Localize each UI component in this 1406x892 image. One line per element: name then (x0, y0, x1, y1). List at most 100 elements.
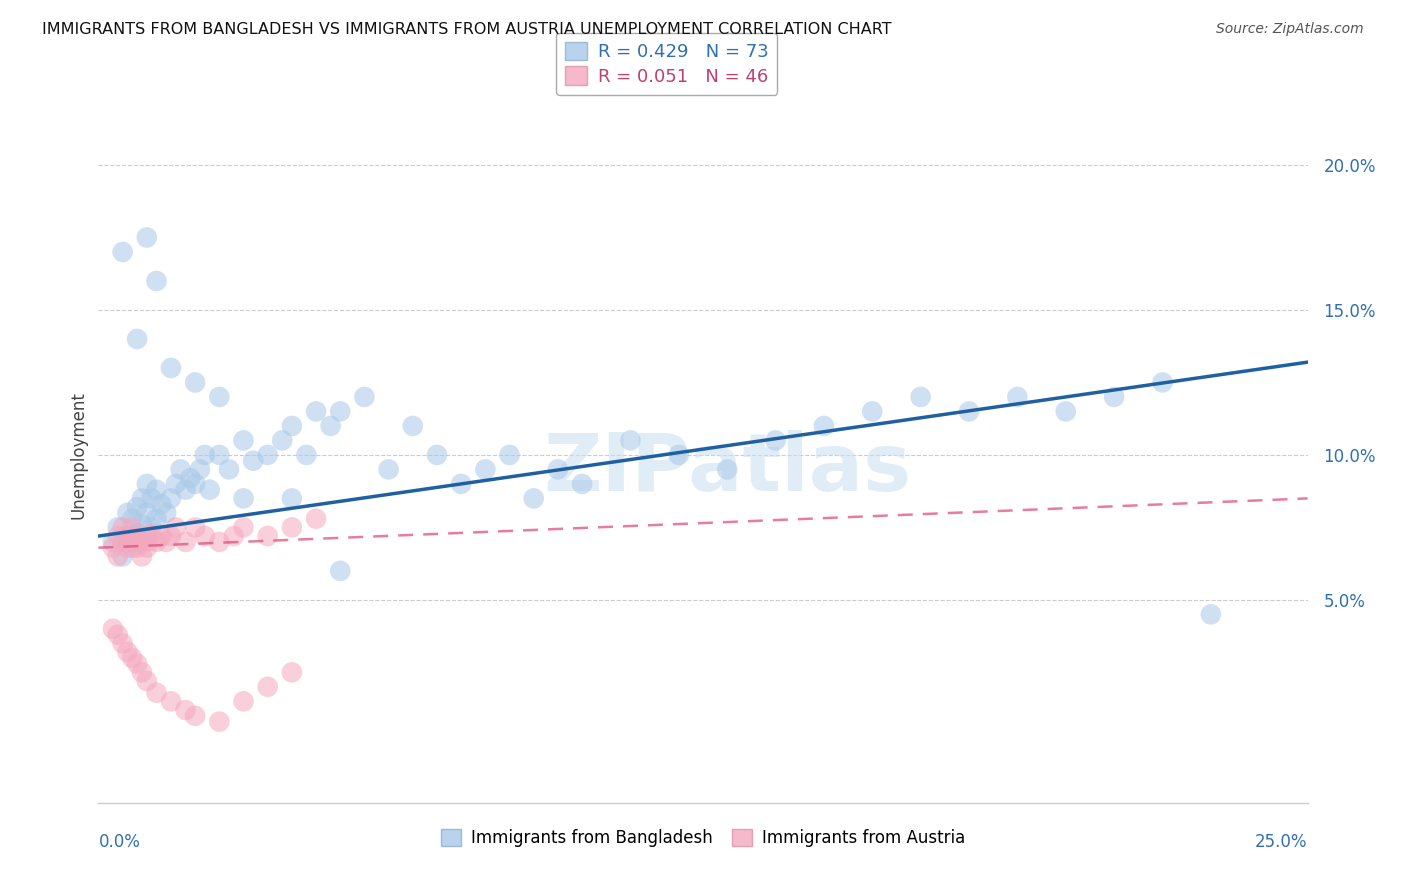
Point (160, 529, 183, 543)
Point (1199, 607, 1222, 622)
Point (194, 529, 217, 543)
Point (131, 534, 153, 549)
Point (174, 534, 197, 549)
Point (145, 511, 167, 525)
Point (121, 651, 143, 665)
Point (127, 500, 149, 514)
Point (145, 534, 167, 549)
Text: ZIPatlas: ZIPatlas (543, 430, 911, 508)
Point (184, 376, 207, 390)
Point (117, 506, 139, 520)
Point (131, 549, 153, 564)
Point (547, 462, 569, 476)
Point (619, 434, 641, 448)
Point (135, 529, 157, 543)
Point (571, 476, 593, 491)
Point (160, 694, 183, 708)
Point (184, 476, 207, 491)
Point (111, 549, 134, 564)
Point (222, 529, 245, 543)
Point (174, 703, 197, 717)
Point (208, 390, 231, 404)
Point (150, 529, 173, 543)
Point (194, 448, 217, 462)
Point (188, 462, 211, 476)
Point (135, 534, 157, 549)
Point (218, 462, 240, 476)
Point (281, 665, 304, 680)
Point (208, 714, 231, 729)
Point (174, 483, 197, 497)
Point (131, 665, 153, 680)
Y-axis label: Unemployment: Unemployment (69, 391, 87, 519)
Point (121, 511, 143, 525)
Text: 25.0%: 25.0% (1256, 833, 1308, 851)
Point (160, 491, 183, 506)
Point (145, 483, 167, 497)
Point (256, 448, 278, 462)
Point (111, 244, 134, 259)
Point (319, 418, 342, 433)
Point (107, 549, 129, 564)
Text: 0.0%: 0.0% (98, 833, 141, 851)
Point (242, 453, 264, 467)
Point (450, 476, 472, 491)
Point (141, 526, 163, 541)
Point (198, 483, 221, 497)
Point (135, 230, 157, 244)
Point (271, 434, 294, 448)
Point (150, 497, 173, 511)
Point (474, 462, 496, 476)
Point (305, 511, 328, 525)
Point (121, 541, 143, 555)
Point (208, 448, 231, 462)
Point (107, 520, 129, 534)
Point (232, 520, 254, 534)
Point (377, 462, 399, 476)
Point (121, 520, 143, 534)
Point (117, 541, 139, 555)
Point (107, 529, 129, 543)
Point (160, 360, 183, 375)
Point (1152, 376, 1174, 390)
Point (813, 418, 835, 433)
Point (232, 694, 254, 708)
Point (165, 520, 187, 534)
Point (523, 491, 546, 506)
Point (402, 418, 425, 433)
Point (426, 448, 449, 462)
Point (101, 534, 124, 549)
Point (135, 674, 157, 689)
Point (498, 448, 520, 462)
Point (121, 534, 143, 549)
Point (101, 541, 124, 555)
Point (127, 657, 149, 671)
Point (127, 541, 149, 555)
Point (256, 680, 278, 694)
Point (329, 564, 352, 578)
Point (165, 476, 187, 491)
Point (1102, 390, 1125, 404)
Point (1054, 404, 1077, 418)
Point (184, 520, 207, 534)
Point (131, 517, 153, 532)
Point (281, 491, 304, 506)
Point (117, 529, 139, 543)
Point (107, 628, 129, 642)
Point (111, 520, 134, 534)
Point (716, 462, 738, 476)
Point (281, 418, 304, 433)
Point (127, 529, 149, 543)
Point (169, 462, 191, 476)
Point (131, 491, 153, 506)
Point (765, 434, 787, 448)
Point (329, 404, 352, 418)
Point (141, 491, 163, 506)
Point (127, 526, 149, 541)
Point (353, 390, 375, 404)
Legend: Immigrants from Bangladesh, Immigrants from Austria: Immigrants from Bangladesh, Immigrants f… (434, 822, 972, 854)
Point (155, 534, 177, 549)
Point (135, 506, 157, 520)
Point (232, 491, 254, 506)
Point (111, 534, 134, 549)
